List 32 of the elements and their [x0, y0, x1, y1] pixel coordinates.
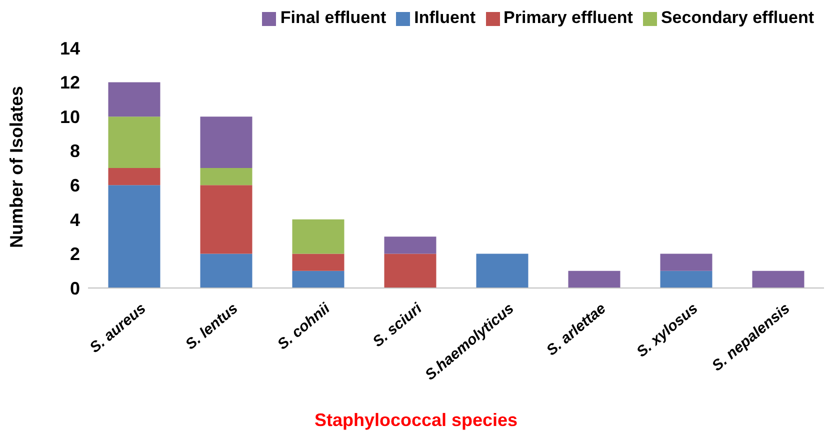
- legend-label: Primary effluent: [504, 8, 633, 27]
- bar: [108, 168, 160, 186]
- bar: [200, 168, 252, 186]
- bar: [292, 254, 344, 271]
- bar: [200, 254, 252, 288]
- bar: [660, 270, 712, 288]
- bar: [200, 185, 252, 254]
- bar: [292, 219, 344, 254]
- bar: [108, 116, 160, 168]
- y-tick-label: 0: [70, 278, 80, 298]
- x-axis-title: Staphylococcal species: [313, 410, 519, 431]
- legend-label: Final effluent: [280, 8, 386, 27]
- bar: [476, 254, 528, 288]
- bar: [292, 270, 344, 288]
- legend-label: Secondary effluent: [660, 8, 814, 27]
- bar: [384, 254, 436, 288]
- bar: [568, 270, 620, 288]
- bar: [752, 270, 804, 288]
- legend-label: Influent: [414, 8, 476, 27]
- y-axis-title: Number of Isolates: [6, 86, 26, 248]
- bar: [384, 236, 436, 254]
- bar: [108, 82, 160, 117]
- y-tick-label: 10: [60, 106, 80, 127]
- y-tick-label: 2: [70, 244, 80, 264]
- bar: [660, 254, 712, 271]
- y-tick-label: 4: [70, 210, 80, 230]
- bar: [200, 116, 252, 168]
- y-tick-label: 14: [60, 38, 80, 58]
- y-tick-label: 12: [60, 72, 80, 93]
- y-tick-label: 6: [70, 176, 80, 196]
- y-tick-label: 8: [70, 141, 80, 162]
- bar: [108, 185, 160, 288]
